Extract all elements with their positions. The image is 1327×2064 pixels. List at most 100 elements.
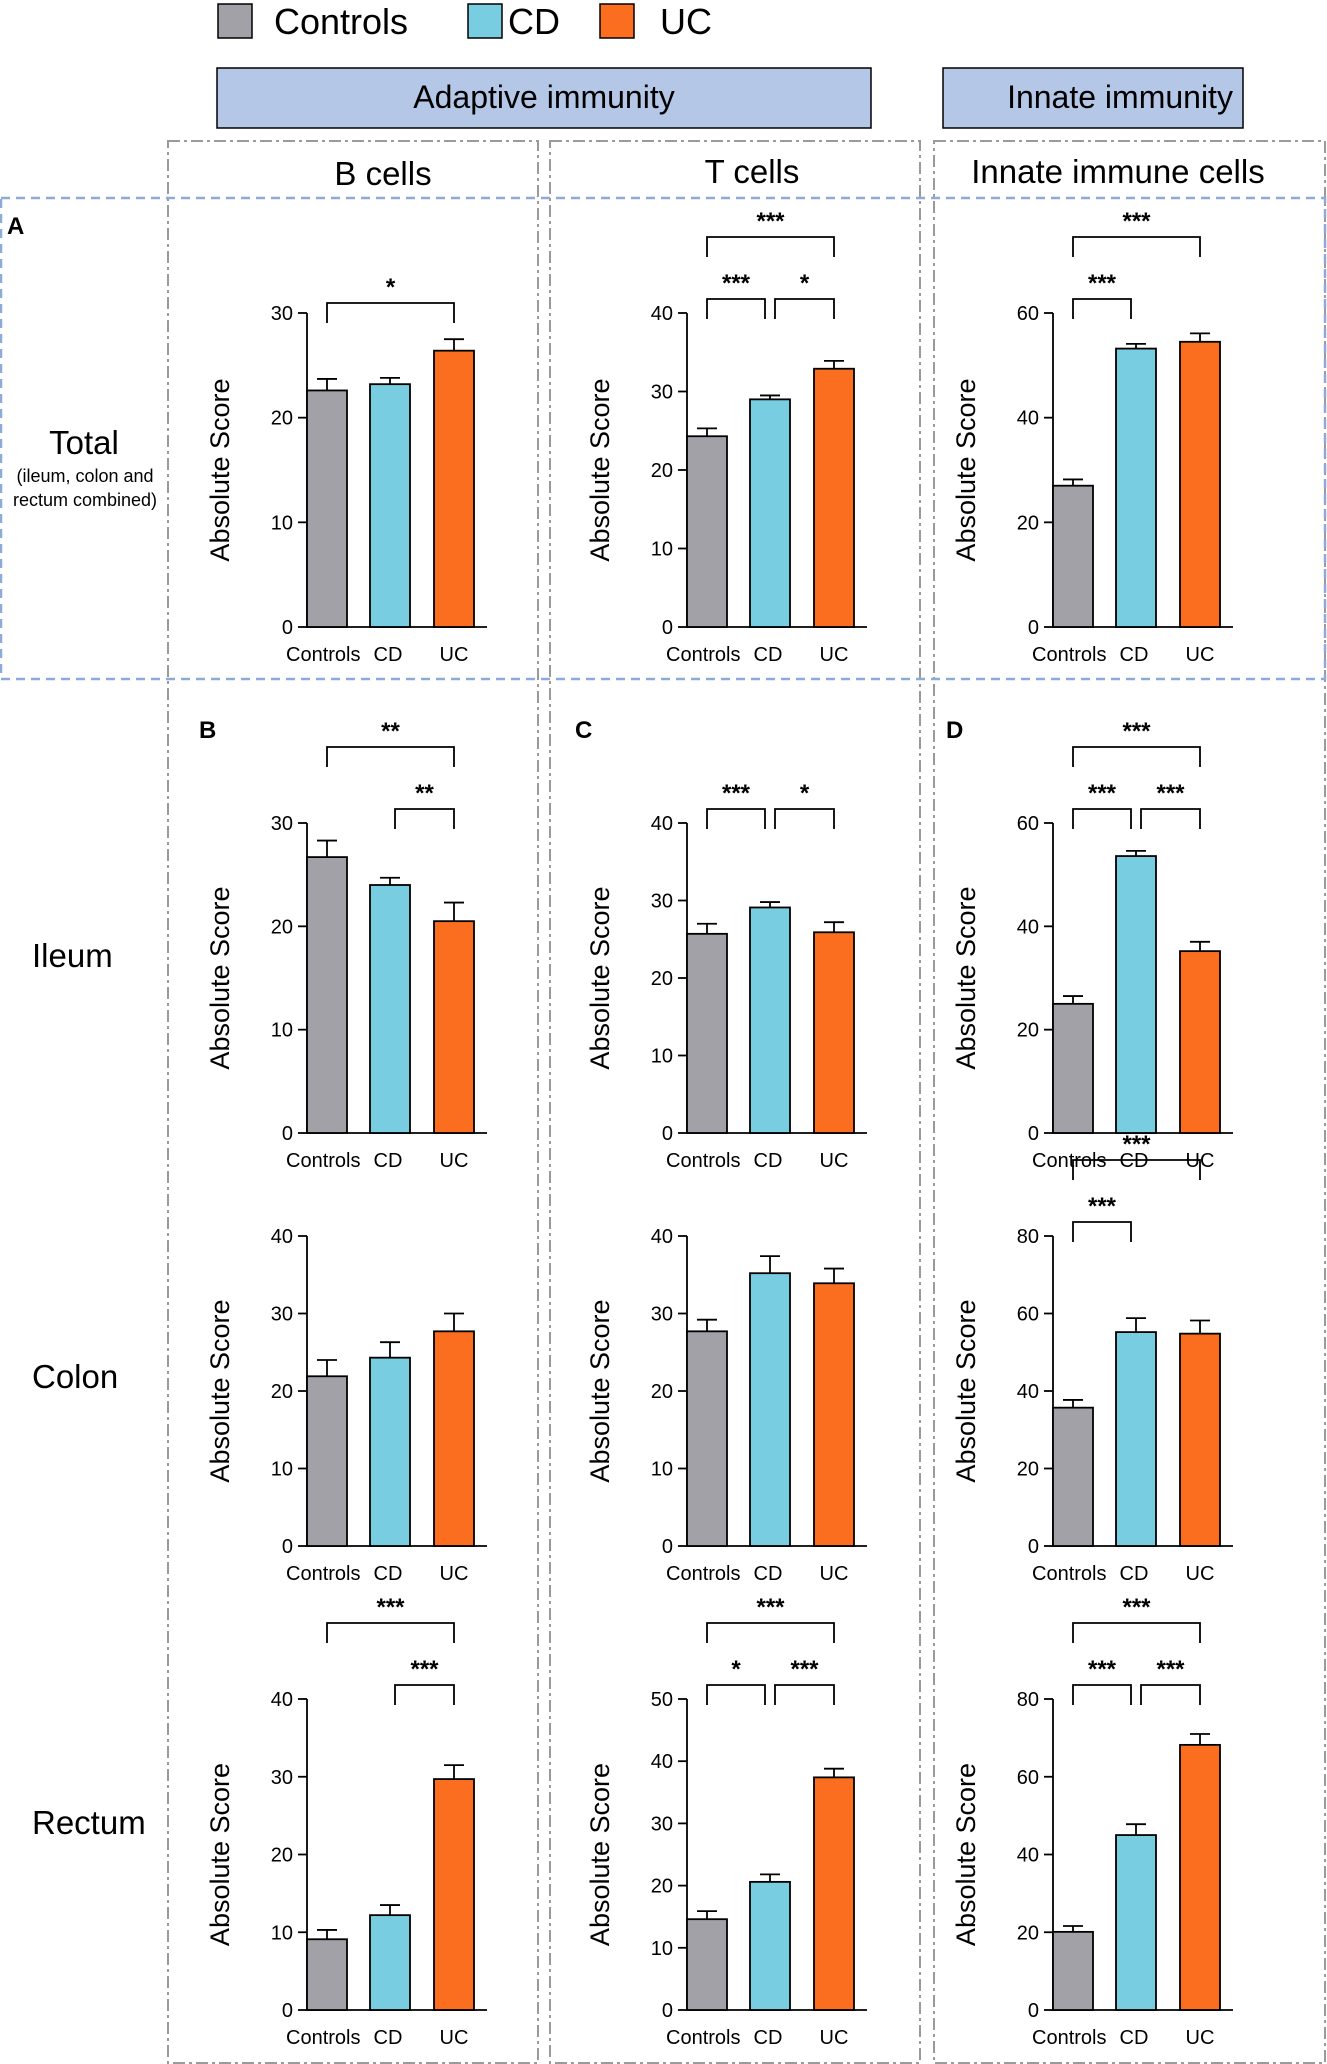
y-tick-label: 20 <box>271 408 293 430</box>
bar-cd <box>749 906 791 1134</box>
x-tick-label: UC <box>440 1150 469 1172</box>
bar-uc <box>813 931 855 1134</box>
chart-2-1: 0 10 20 30 40 Absolute Score Controls CD UC <box>585 1226 867 1585</box>
y-axis-label: Absolute Score <box>951 1763 981 1946</box>
significance-bracket <box>1140 808 1201 829</box>
y-tick-label: 80 <box>1017 1689 1039 1711</box>
significance-bracket <box>326 1622 455 1643</box>
legend-swatch-cd <box>467 3 503 39</box>
y-axis-label: Absolute Score <box>205 1299 235 1482</box>
x-tick-label: Controls <box>666 644 740 666</box>
y-tick-label: 10 <box>651 539 673 561</box>
legend-label-uc: UC <box>660 1 712 42</box>
significance-bracket <box>706 236 835 257</box>
header-innate-immunity: Innate immunity <box>942 67 1244 129</box>
y-tick-label: 20 <box>1017 512 1039 534</box>
x-tick-label: CD <box>374 644 403 666</box>
y-tick-label: 10 <box>271 512 293 534</box>
bar-controls <box>1052 1002 1094 1134</box>
y-tick-label: 40 <box>651 1226 673 1248</box>
column-frame-innate <box>933 140 1326 2064</box>
chart-2-0: 0 10 20 30 40 Absolute Score Controls CD UC <box>205 1226 487 1585</box>
significance-label: *** <box>1088 270 1117 297</box>
y-axis-label: Absolute Score <box>585 378 615 561</box>
bar-controls <box>1052 484 1094 628</box>
x-tick-label: CD <box>1120 2027 1149 2049</box>
panel-label: C <box>575 717 592 744</box>
bar-uc <box>1179 1743 1221 2011</box>
significance-bracket <box>706 1684 766 1705</box>
y-tick-label: 20 <box>1017 1020 1039 1042</box>
legend-swatch-uc <box>599 3 635 39</box>
row-label-total: Total <box>49 424 119 461</box>
bar-cd <box>1115 1331 1157 1547</box>
row-label-rectum: Rectum <box>32 1804 146 1841</box>
significance-label: *** <box>376 1594 405 1621</box>
x-tick-label: Controls <box>286 1150 360 1172</box>
x-tick-label: CD <box>1120 644 1149 666</box>
significance-bracket <box>774 808 835 829</box>
x-tick-label: Controls <box>1032 644 1106 666</box>
column-frame-t-cells <box>549 140 921 2064</box>
y-tick-label: 40 <box>1017 408 1039 430</box>
y-tick-label: 40 <box>651 303 673 325</box>
y-tick-label: 60 <box>1017 813 1039 835</box>
y-tick-label: 0 <box>662 2000 673 2022</box>
y-axis-label: Absolute Score <box>951 1299 981 1482</box>
header-adaptive-immunity: Adaptive immunity <box>216 67 872 129</box>
y-tick-label: 0 <box>662 1123 673 1145</box>
panel-label: D <box>946 717 963 744</box>
y-tick-label: 0 <box>1028 2000 1039 2022</box>
y-tick-label: 40 <box>651 1751 673 1773</box>
significance-label: * <box>800 270 810 297</box>
significance-bracket <box>394 1684 455 1705</box>
bar-cd <box>369 383 411 628</box>
y-tick-label: 0 <box>1028 1536 1039 1558</box>
y-tick-label: 30 <box>271 1304 293 1326</box>
y-axis-label: Absolute Score <box>205 886 235 1069</box>
significance-label: * <box>386 274 396 301</box>
significance-bracket <box>1072 1684 1132 1705</box>
y-axis-label: Absolute Score <box>585 1299 615 1482</box>
y-tick-label: 30 <box>651 1304 673 1326</box>
bar-uc <box>433 920 475 1134</box>
y-tick-label: 0 <box>1028 617 1039 639</box>
x-tick-label: CD <box>374 1563 403 1585</box>
x-tick-label: Controls <box>666 2027 740 2049</box>
y-tick-label: 20 <box>271 916 293 938</box>
legend-swatch-controls <box>217 3 253 39</box>
chart-2-2: 0 20 40 60 80 Absolute Score Controls CD UC *** **… <box>951 1131 1233 1585</box>
bar-cd <box>369 1914 411 2011</box>
x-tick-label: UC <box>820 644 849 666</box>
y-axis-label: Absolute Score <box>585 886 615 1069</box>
x-tick-label: UC <box>1186 1563 1215 1585</box>
y-tick-label: 60 <box>1017 303 1039 325</box>
bar-controls <box>686 1330 728 1547</box>
y-tick-label: 0 <box>282 1123 293 1145</box>
x-tick-label: Controls <box>286 644 360 666</box>
x-tick-label: Controls <box>1032 1563 1106 1585</box>
y-tick-label: 10 <box>271 1459 293 1481</box>
significance-label: *** <box>1122 718 1151 745</box>
x-tick-label: Controls <box>666 1150 740 1172</box>
x-tick-label: CD <box>1120 1563 1149 1585</box>
bar-uc <box>813 1776 855 2011</box>
bar-cd <box>1115 855 1157 1134</box>
significance-label: *** <box>722 780 751 807</box>
significance-label: ** <box>415 780 434 807</box>
significance-bracket <box>326 746 455 767</box>
bar-cd <box>749 398 791 628</box>
significance-label: * <box>800 780 810 807</box>
bar-uc <box>433 1330 475 1547</box>
significance-label: *** <box>1122 208 1151 235</box>
column-title-innate: Innate immune cells <box>971 153 1264 190</box>
bar-cd <box>749 1880 791 2011</box>
panel-label: B <box>199 717 216 744</box>
x-tick-label: CD <box>374 1150 403 1172</box>
bar-cd <box>749 1272 791 1547</box>
y-tick-label: 10 <box>271 1922 293 1944</box>
y-tick-label: 20 <box>651 1876 673 1898</box>
